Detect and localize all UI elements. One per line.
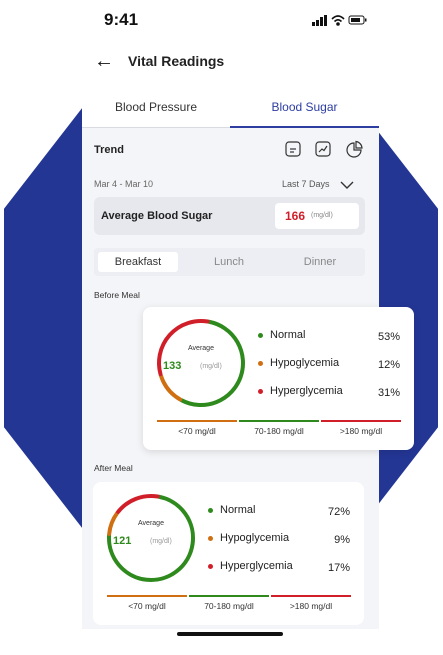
notes-icon[interactable]: [284, 140, 302, 158]
normal-dot-icon: [258, 333, 263, 338]
before-meal-card: Average 133 (mg/dl) Normal 53% Hypoglyce…: [143, 307, 414, 450]
donut-segment-hyperglycemia: [157, 319, 210, 377]
legend-hyperglycemia: Hyperglycemia: [270, 385, 343, 397]
after-meal-label: After Meal: [94, 463, 133, 473]
status-time: 9:41: [104, 10, 139, 29]
tab-dinner[interactable]: Dinner: [303, 256, 337, 268]
donut-average-label: Average: [138, 520, 164, 527]
legend-hypoglycemia-pct: 9%: [334, 534, 350, 546]
legend-hyperglycemia: Hyperglycemia: [220, 560, 293, 572]
average-label: Average Blood Sugar: [101, 210, 213, 222]
battery-icon: [348, 15, 367, 25]
legend-hyperglycemia-pct: 31%: [377, 387, 400, 399]
average-unit: (mg/dl): [311, 212, 333, 219]
arrow-left-icon[interactable]: ←: [94, 49, 114, 72]
hypo-dot-icon: [258, 361, 263, 366]
donut-segment-hyperglycemia: [116, 494, 160, 514]
band-high-label: >180 mg/dl: [289, 601, 333, 611]
donut-average-label: Average: [188, 345, 214, 352]
band-normal-label: 70-180 mg/dl: [254, 426, 304, 436]
legend-hypoglycemia-pct: 12%: [377, 359, 400, 371]
page-title: Vital Readings: [128, 53, 225, 69]
header: ← Vital Readings: [82, 48, 224, 74]
legend-normal: Normal: [220, 504, 256, 516]
vital-tabs: Blood Pressure Blood Sugar: [82, 84, 379, 128]
hypo-dot-icon: [208, 536, 213, 541]
legend-normal-pct: 53%: [377, 331, 400, 343]
after-meal-donut: [107, 494, 195, 582]
tab-blood-sugar[interactable]: Blood Sugar: [230, 84, 379, 128]
tab-lunch[interactable]: Lunch: [214, 256, 244, 268]
donut-average-value: 121: [113, 535, 132, 547]
hyper-dot-icon: [208, 564, 213, 569]
wifi-icon: [331, 15, 345, 26]
chevron-down-icon[interactable]: [340, 180, 354, 190]
hyper-dot-icon: [258, 389, 263, 394]
before-meal-donut: [157, 319, 245, 407]
normal-dot-icon: [208, 508, 213, 513]
signal-icon: [312, 15, 327, 26]
trend-label: Trend: [94, 144, 124, 156]
band-high-line: [321, 420, 401, 422]
donut-segment-hypoglycemia: [158, 373, 183, 402]
date-range: Mar 4 - Mar 10: [94, 179, 154, 189]
average-blood-sugar-card: Average Blood Sugar 166 (mg/dl): [94, 197, 365, 235]
band-low-line: [107, 595, 187, 597]
band-low-line: [157, 420, 237, 422]
donut-segment-normal: [179, 319, 245, 407]
donut-segment-hypoglycemia: [107, 510, 120, 536]
legend-normal-pct: 72%: [327, 506, 350, 518]
donut-average-unit: (mg/dl): [150, 538, 172, 545]
status-icons: [312, 15, 367, 26]
band-normal-label: 70-180 mg/dl: [204, 601, 254, 611]
donut-segment-normal: [107, 494, 195, 582]
band-normal-line: [189, 595, 269, 597]
donut-average-value: 133: [163, 360, 182, 372]
period-dropdown[interactable]: Last 7 Days: [282, 179, 330, 189]
band-low-label: <70 mg/dl: [178, 426, 216, 436]
average-value: 166: [285, 209, 306, 223]
tab-blood-pressure[interactable]: Blood Pressure: [114, 100, 198, 114]
legend-hypoglycemia: Hypoglycemia: [270, 357, 340, 369]
legend-hyperglycemia-pct: 17%: [327, 562, 350, 574]
legend-normal: Normal: [270, 329, 306, 341]
band-high-line: [271, 595, 351, 597]
home-indicator: [177, 632, 283, 636]
band-low-label: <70 mg/dl: [128, 601, 166, 611]
band-normal-line: [239, 420, 319, 422]
before-meal-label: Before Meal: [94, 290, 140, 300]
legend-hypoglycemia: Hypoglycemia: [220, 532, 290, 544]
line-chart-icon[interactable]: [314, 140, 332, 158]
after-meal-card: Average 121 (mg/dl) Normal 72% Hypoglyce…: [93, 482, 364, 625]
tab-breakfast[interactable]: Breakfast: [98, 252, 178, 272]
meal-tabs: Breakfast Lunch Dinner: [94, 248, 365, 276]
average-value-box: 166 (mg/dl): [275, 203, 359, 229]
status-bar: 9:41: [0, 0, 443, 40]
band-high-label: >180 mg/dl: [339, 426, 383, 436]
donut-average-unit: (mg/dl): [200, 363, 222, 370]
pie-chart-icon[interactable]: [345, 140, 363, 158]
